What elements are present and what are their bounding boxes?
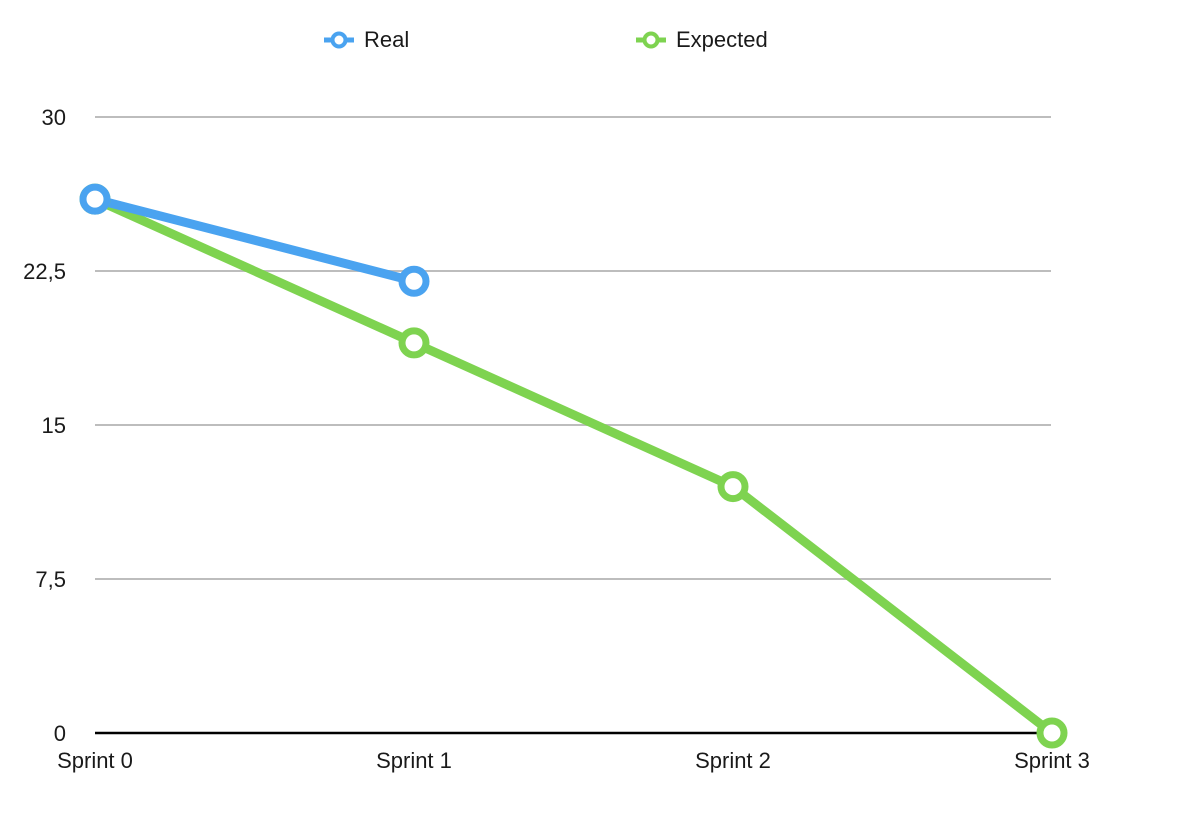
data-point-expected [398,327,430,359]
y-tick-label: 30 [42,105,66,130]
data-point-real [79,183,111,215]
legend-item-real: Real [324,24,409,56]
legend-marker-expected [636,31,666,49]
legend-label-real: Real [364,27,410,52]
data-point-real [398,265,430,297]
series-line-real [90,194,419,286]
data-point-expected [717,471,749,503]
x-tick-label: Sprint 2 [695,748,771,773]
x-tick-label: Sprint 1 [376,748,452,773]
y-tick-label: 22,5 [23,259,66,284]
y-tick-label: 7,5 [35,567,66,592]
data-point-expected [1036,717,1068,749]
y-tick-label: 0 [54,721,66,746]
x-tick-label: Sprint 0 [57,748,133,773]
legend-marker-real [324,31,354,49]
chart-legend: Real Expected [0,24,1204,56]
series-line-expected [90,194,1057,738]
legend-item-expected: Expected [636,24,768,56]
x-tick-label: Sprint 3 [1014,748,1090,773]
y-tick-label: 15 [42,413,66,438]
legend-label-expected: Expected [676,27,768,52]
